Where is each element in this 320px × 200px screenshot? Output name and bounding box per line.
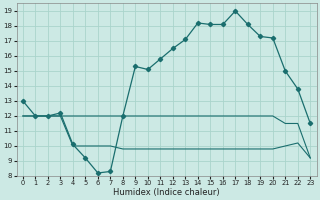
X-axis label: Humidex (Indice chaleur): Humidex (Indice chaleur) — [113, 188, 220, 197]
